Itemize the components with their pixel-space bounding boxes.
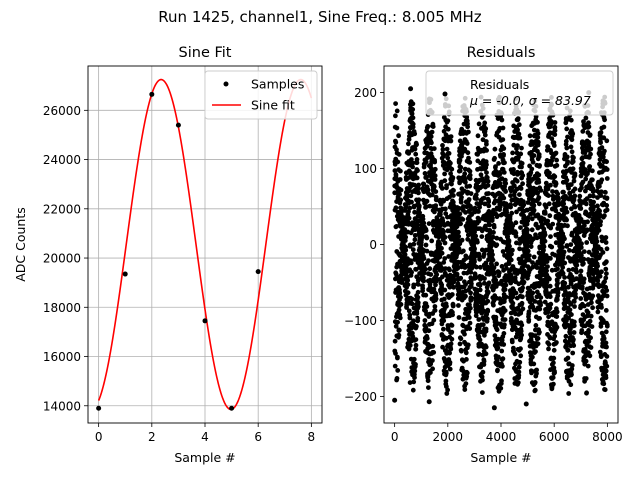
y-tick-label: 0	[369, 238, 377, 252]
sample-point	[175, 122, 181, 128]
sine-fit-title: Sine Fit	[179, 45, 232, 61]
y-tick-label: −100	[344, 314, 377, 328]
legend-stats: μ = -0.0, σ = 83.97	[469, 93, 591, 108]
residual-points	[392, 94, 610, 396]
x-tick-label: 6	[254, 430, 262, 444]
x-tick-label: 6000	[539, 430, 570, 444]
residuals-chart: Residuals 0 2000 4000 6000 8000 −200 −100 0 100…	[344, 45, 623, 465]
legend-box	[204, 70, 318, 120]
legend-box	[425, 70, 614, 116]
legend-marker-residuals	[442, 91, 448, 97]
x-tick-label: 0	[391, 430, 399, 444]
residual-point	[523, 401, 529, 407]
x-tick-label: 4	[201, 430, 209, 444]
y-tick-label: 26000	[43, 104, 81, 118]
residual-point	[392, 397, 398, 403]
y-tick-label: 24000	[43, 153, 81, 167]
y-axis-ticks: 14000 16000 18000 20000 22000 24000 26000	[43, 104, 88, 413]
sample-point	[255, 269, 261, 275]
x-tick-label: 4000	[486, 430, 517, 444]
y-tick-label: 20000	[43, 252, 81, 266]
x-axis-label: Sample #	[174, 450, 235, 465]
legend-label-residuals: Residuals	[470, 77, 529, 92]
y-axis-label: ADC Counts	[13, 207, 28, 282]
y-tick-label: 200	[354, 86, 377, 100]
x-axis-label: Sample #	[470, 450, 531, 465]
figure-suptitle: Run 1425, channel1, Sine Freq.: 8.005 MH…	[158, 8, 482, 26]
residual-point	[491, 405, 497, 411]
x-tick-label: 0	[95, 430, 103, 444]
legend: Residuals μ = -0.0, σ = 83.97	[425, 70, 614, 116]
residuals-title: Residuals	[467, 45, 536, 61]
legend-label-samples: Samples	[251, 77, 304, 92]
residual-point	[408, 86, 414, 92]
x-axis-ticks: 0 2000 4000 6000 8000	[391, 423, 623, 444]
y-tick-label: 18000	[43, 301, 81, 315]
legend: Samples Sine fit	[204, 70, 318, 120]
plot-area	[96, 78, 313, 411]
y-tick-label: 22000	[43, 202, 81, 216]
x-tick-label: 2	[148, 430, 156, 444]
y-tick-label: 100	[354, 162, 377, 176]
y-tick-label: 16000	[43, 350, 81, 364]
legend-label-sine-fit: Sine fit	[251, 98, 295, 113]
x-tick-label: 8000	[592, 430, 623, 444]
x-axis-ticks: 0 2 4 6 8	[95, 423, 315, 444]
residual-point	[426, 399, 432, 405]
x-tick-label: 8	[308, 430, 316, 444]
y-tick-label: 14000	[43, 399, 81, 413]
sample-point	[202, 318, 208, 324]
sine-fit-chart: Sine Fit 0 2 4 6 8 14000 16000 18000 20000 22000…	[13, 45, 323, 465]
y-axis-ticks: −200 −100 0 100 200	[344, 86, 384, 404]
legend-marker-samples	[223, 81, 229, 87]
sample-point	[96, 405, 102, 411]
sample-point	[229, 405, 235, 411]
sample-point	[122, 271, 128, 277]
sample-point	[149, 91, 155, 97]
sine-fit-line	[97, 78, 313, 411]
y-tick-label: −200	[344, 390, 377, 404]
x-tick-label: 2000	[433, 430, 464, 444]
